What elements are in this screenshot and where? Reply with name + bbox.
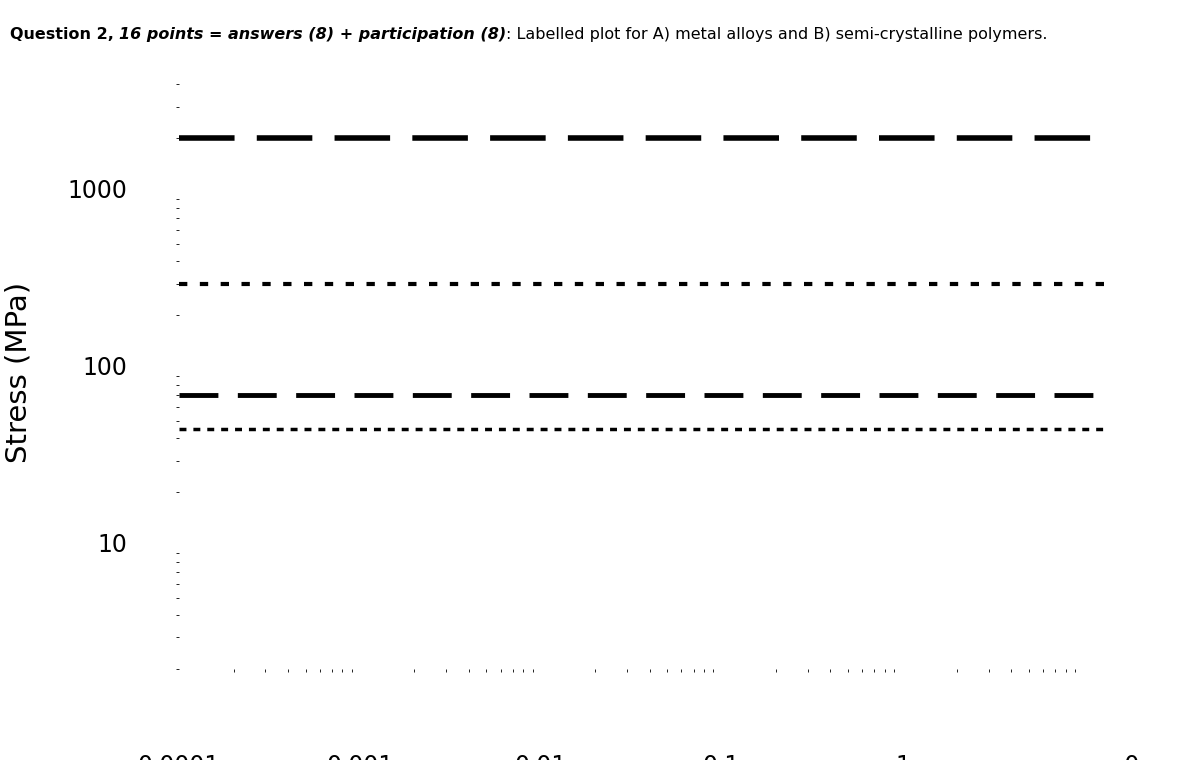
Text: 16 points = answers (8) + participation (8): 16 points = answers (8) + participation … xyxy=(119,27,506,42)
Text: Question 2,: Question 2, xyxy=(10,27,119,42)
Text: 100: 100 xyxy=(82,356,128,380)
Text: 0.001: 0.001 xyxy=(326,754,394,760)
Text: 0.01: 0.01 xyxy=(515,754,567,760)
Text: Stress (MPa): Stress (MPa) xyxy=(5,282,33,463)
Text: : Labelled plot for A) metal alloys and B) semi-crystalline polymers.: : Labelled plot for A) metal alloys and … xyxy=(506,27,1048,42)
Text: 0.1: 0.1 xyxy=(703,754,740,760)
Text: .0: .0 xyxy=(1118,754,1140,760)
Text: 0.0001: 0.0001 xyxy=(139,754,220,760)
Text: 1000: 1000 xyxy=(68,179,128,203)
Text: 1: 1 xyxy=(896,754,910,760)
Text: 10: 10 xyxy=(98,533,128,557)
